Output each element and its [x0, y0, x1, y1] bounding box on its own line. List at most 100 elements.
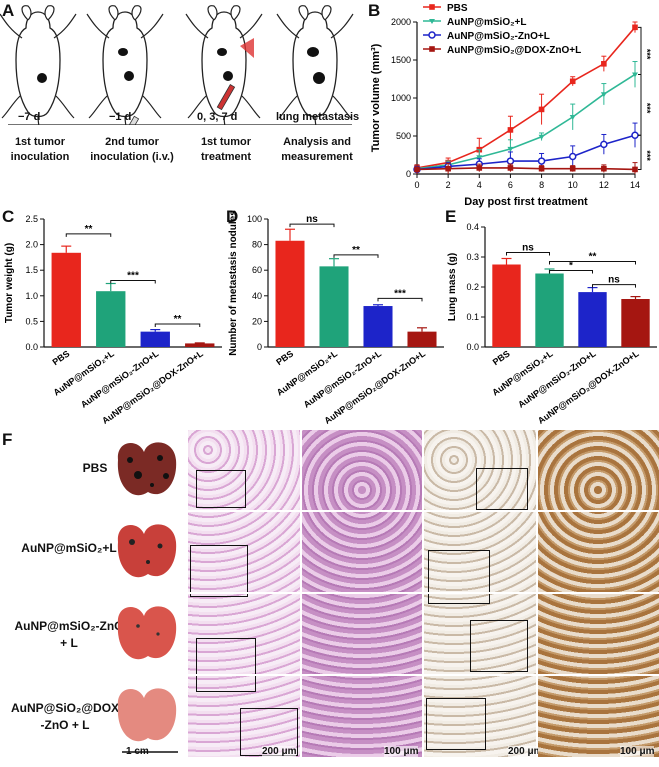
- y-tick-label: 0.4: [466, 222, 479, 232]
- metastasis-nodules-chart: 0 20 40 60 80 100 Number of metastasis nodules…: [228, 210, 444, 425]
- y-tick-label: 0.1: [466, 312, 479, 322]
- data-point: [445, 165, 451, 172]
- x-tick-label: 12: [599, 180, 609, 190]
- data-point: [507, 146, 514, 152]
- zoom-box: [476, 468, 528, 510]
- sig-bracket: [333, 254, 379, 258]
- y-tick-label: 500: [396, 131, 411, 141]
- step-2: 2nd tumor inoculation (i.v.): [90, 136, 174, 163]
- x-tick-label: PBS: [491, 348, 512, 367]
- y-tick-label: 1.5: [25, 265, 38, 275]
- data-point: [537, 157, 546, 165]
- y-tick-label: 80: [252, 240, 262, 250]
- data-point: [507, 127, 514, 133]
- data-point: [632, 72, 638, 78]
- step-3: 1st tumor treatment: [200, 136, 252, 163]
- step-4: Analysis and measurement: [281, 136, 353, 163]
- legend-marker: [429, 4, 435, 10]
- sig-bracket: [549, 270, 593, 274]
- data-point: [601, 165, 607, 172]
- bar: [275, 240, 305, 347]
- y-tick-label: 1.0: [25, 291, 38, 301]
- x-tick-label: 14: [630, 180, 640, 190]
- bar: [363, 306, 393, 347]
- x-tick-label: AuNP@mSiO₂-ZnO+L: [302, 348, 384, 410]
- data-point: [538, 165, 545, 172]
- lung-photos: [117, 442, 178, 753]
- data-point: [538, 106, 545, 113]
- y-tick-label: 2000: [391, 17, 411, 27]
- y-tick-label: 0.5: [25, 316, 38, 326]
- lung-photo-pbs: [117, 442, 177, 496]
- panel-label-f: F: [2, 430, 13, 449]
- tumor-volume-chart: 0 500 1000 1500 2000 0 2 4 6 8 10 12 14 Day post firs…: [370, 3, 652, 208]
- legend-label: AuNP@mSiO₂@DOX-ZnO+L: [447, 45, 581, 56]
- lung-mass-chart: 0.0 0.1 0.2 0.3 0.4 Lung mass (g) PBSAuNP@mSiO…: [447, 222, 657, 425]
- x-tick-label: 8: [539, 180, 544, 190]
- data-point: [569, 115, 576, 120]
- y-axis-title: Tumor volume (mm³): [370, 43, 382, 152]
- y-tick-label: 60: [252, 265, 262, 275]
- data-point: [538, 134, 545, 140]
- sig-label: **: [174, 314, 182, 325]
- row-label-aunp: AuNP@mSiO₂+L: [21, 541, 117, 555]
- bar: [140, 331, 170, 347]
- sig-label: ns: [608, 275, 620, 286]
- sig-bracket: [377, 297, 423, 302]
- sig-bracket: [638, 134, 642, 170]
- sig-bracket: [154, 323, 201, 327]
- sig-bracket: [638, 26, 642, 75]
- bar: [578, 292, 607, 347]
- y-tick-label: 1000: [391, 93, 411, 103]
- zoom-box: [196, 638, 256, 692]
- legend-label: AuNP@mSiO₂-ZnO+L: [447, 31, 550, 42]
- legend-label: PBS: [447, 3, 468, 14]
- y-tick-label: 100: [247, 214, 262, 224]
- data-point: [601, 61, 607, 67]
- zoom-box: [196, 470, 246, 508]
- sig-label: ***: [642, 150, 652, 161]
- bar: [185, 343, 215, 347]
- data-point: [600, 92, 607, 98]
- timepoint-2: −1 d: [109, 111, 132, 123]
- panel-label-c: C: [2, 207, 15, 226]
- sig-label: ***: [394, 288, 406, 299]
- series-line: [416, 73, 636, 170]
- scale-label-ihc-low: 200 μm: [508, 746, 543, 757]
- x-tick-label: 2: [446, 180, 451, 190]
- scale-label-ihc-high: 100 μm: [620, 746, 655, 757]
- row-label-zno: AuNP@mSiO₂-ZnO + L: [14, 619, 124, 650]
- sig-bracket: [506, 252, 550, 256]
- zoom-box: [426, 698, 486, 750]
- sig-label: **: [85, 224, 93, 235]
- data-point: [569, 165, 576, 172]
- scale-label-he-low: 200 μm: [262, 746, 297, 757]
- x-tick-label: 6: [508, 180, 513, 190]
- y-tick-label: 2.0: [25, 240, 38, 250]
- x-tick-label: PBS: [50, 348, 71, 367]
- panel-label-a: A: [2, 1, 15, 20]
- y-axis-title: Number of metastasis nodules: [228, 210, 239, 356]
- sig-label: ns: [306, 214, 318, 225]
- row-label-pbs: PBS: [82, 461, 108, 475]
- bar: [51, 252, 81, 347]
- legend-marker: [429, 46, 435, 52]
- x-tick-label: AuNP@mSiO₂-ZnO+L: [516, 348, 598, 410]
- data-point: [568, 152, 577, 161]
- y-tick-label: 0.2: [466, 282, 479, 292]
- x-tick-label: PBS: [274, 348, 295, 367]
- legend-marker: [429, 19, 435, 24]
- x-tick-label: 4: [477, 180, 482, 190]
- tumor-weight-chart: 0.0 0.5 1.0 1.5 2.0 2.5 Tumor weight (g) PBS AuN…: [4, 214, 222, 425]
- y-axis-title: Tumor weight (g): [4, 243, 15, 323]
- step-1: 1st tumor inoculation: [10, 136, 70, 163]
- bar: [407, 331, 437, 347]
- sig-bracket: [592, 284, 636, 288]
- y-axis-title: Lung mass (g): [447, 253, 458, 321]
- y-tick-label: 1500: [391, 55, 411, 65]
- sig-label: ***: [127, 270, 139, 281]
- data-point: [476, 155, 483, 161]
- legend-marker: [428, 31, 436, 39]
- series-line: [416, 26, 636, 169]
- legend-label: AuNP@mSiO₂+L: [447, 17, 526, 28]
